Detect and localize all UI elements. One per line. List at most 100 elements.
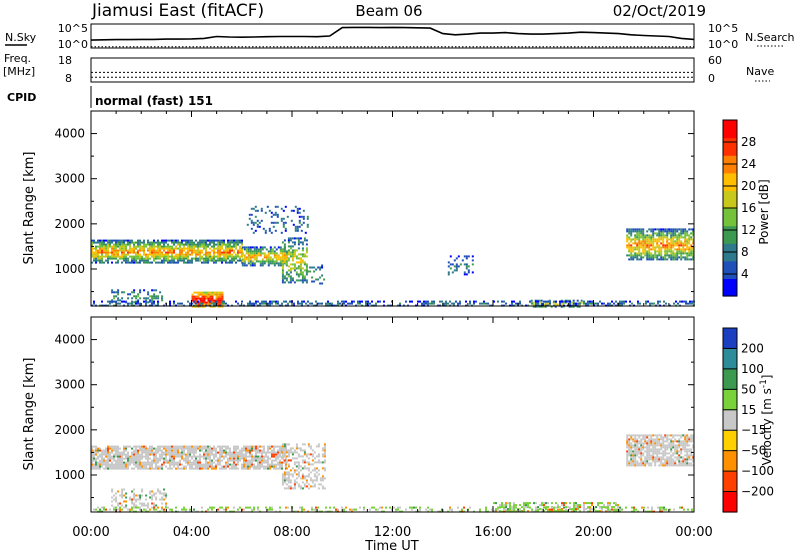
heat-cell — [119, 255, 121, 258]
heat-cell — [684, 234, 687, 237]
heat-cell — [283, 247, 286, 250]
heat-cell — [119, 506, 121, 509]
heat-cell — [155, 453, 157, 456]
heat-cell — [229, 463, 231, 466]
heat-cell — [583, 504, 585, 507]
heat-cell — [682, 232, 685, 235]
heat-cell — [191, 299, 194, 302]
heat-cell — [658, 254, 661, 257]
heat-cell — [359, 302, 361, 305]
y-tick-label: 2000 — [54, 217, 85, 231]
heat-cell — [169, 508, 171, 511]
heat-cell — [636, 244, 639, 247]
heat-cell — [225, 245, 227, 248]
heat-cell — [115, 461, 117, 464]
heat-cell — [317, 443, 320, 446]
heat-cell — [189, 455, 191, 458]
heat-cell — [223, 243, 225, 246]
heat-cell — [139, 506, 141, 509]
heat-cell — [115, 300, 117, 303]
heat-cell — [670, 240, 673, 243]
heat-cell — [185, 455, 187, 458]
heat-cell — [652, 234, 655, 237]
heat-cell — [644, 234, 647, 237]
heat-cell — [291, 257, 294, 260]
heat-cell — [666, 236, 669, 239]
heat-cell — [233, 457, 235, 460]
heat-cell — [187, 243, 189, 246]
heat-cell — [275, 459, 277, 462]
heat-cell — [155, 447, 157, 450]
heat-cell — [261, 465, 263, 468]
heat-cell — [111, 291, 114, 294]
heat-cell — [670, 446, 673, 449]
heat-cell — [247, 254, 250, 257]
heat-cell — [660, 234, 663, 237]
heat-cell — [139, 494, 142, 497]
heat-cell — [313, 475, 316, 478]
heat-cell — [117, 239, 119, 242]
heat-cell — [265, 467, 267, 470]
noise-panel-frame — [90, 23, 695, 49]
heat-cell — [153, 461, 155, 464]
heat-cell — [303, 263, 306, 266]
heat-cell — [165, 251, 167, 254]
heat-cell — [676, 456, 679, 459]
heat-cell — [658, 460, 661, 463]
heat-cell — [640, 452, 643, 455]
heat-cell — [191, 245, 193, 248]
heat-cell — [265, 254, 268, 257]
heat-cell — [205, 455, 207, 458]
heat-cell — [315, 445, 318, 448]
heat-cell — [688, 258, 691, 261]
heat-cell — [167, 243, 169, 246]
heat-cell — [640, 236, 643, 239]
heat-cell — [447, 271, 450, 274]
heat-cell — [199, 249, 201, 252]
heat-cell — [569, 506, 571, 509]
heat-cell — [205, 293, 208, 296]
heat-cell — [274, 221, 277, 224]
heat-cell — [229, 239, 231, 242]
heat-cell — [281, 269, 284, 272]
heat-cell — [275, 457, 277, 460]
heat-cell — [626, 228, 629, 231]
heat-cell — [286, 215, 289, 218]
heat-cell — [678, 440, 681, 443]
heat-cell — [227, 447, 229, 450]
heat-cell — [691, 508, 693, 511]
heat-cell — [215, 293, 218, 296]
heat-cell — [670, 448, 673, 451]
heat-cell — [274, 229, 277, 232]
heat-cell — [303, 255, 306, 258]
heat-cell — [161, 445, 163, 448]
heat-cell — [473, 302, 475, 305]
heat-cell — [127, 249, 129, 252]
heat-cell — [163, 239, 165, 242]
heat-cell — [295, 451, 298, 454]
heat-cell — [357, 300, 359, 303]
heat-cell — [159, 453, 161, 456]
heat-cell — [269, 506, 271, 509]
heat-cell — [115, 500, 118, 503]
heat-cell — [634, 462, 637, 465]
heat-cell — [663, 300, 665, 303]
heat-cell — [630, 254, 633, 257]
heat-cell — [105, 239, 107, 242]
heat-cell — [107, 241, 109, 244]
heat-cell — [281, 261, 284, 264]
heat-cell — [115, 253, 117, 256]
heat-cell — [125, 463, 127, 466]
heat-cell — [239, 459, 241, 462]
heat-cell — [231, 257, 233, 260]
heat-cell — [283, 481, 286, 484]
heat-cell — [141, 447, 143, 450]
heat-cell — [249, 451, 251, 454]
heat-cell — [252, 223, 255, 226]
heat-cell — [315, 461, 318, 464]
heat-cell — [97, 449, 99, 452]
heat-cell — [301, 487, 304, 490]
colorbar-segment — [723, 348, 737, 370]
heat-cell — [279, 252, 282, 255]
heat-cell — [684, 446, 687, 449]
